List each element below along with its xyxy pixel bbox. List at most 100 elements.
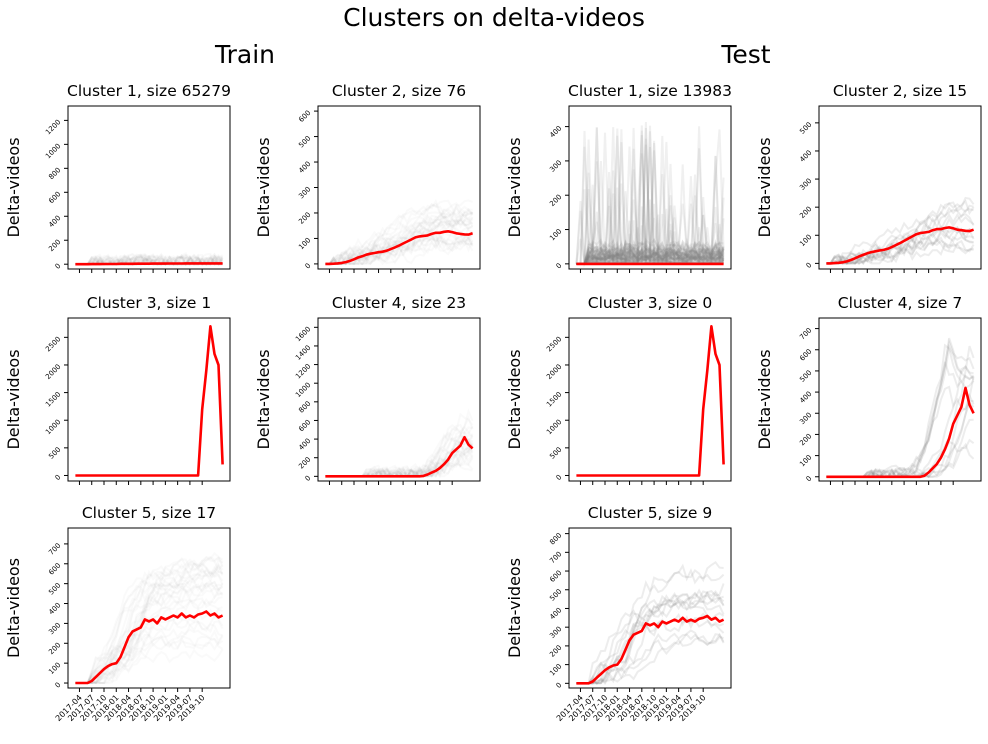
mean-line <box>325 230 473 266</box>
mean-line <box>75 262 223 266</box>
background-curve <box>826 213 975 265</box>
subplot-6: Cluster 4, size 23 Delta-videos 0 200 400 600… <box>254 294 481 485</box>
background-curve <box>576 126 724 265</box>
y-tick-label: 800 <box>47 166 62 181</box>
plot-frame <box>317 317 481 482</box>
y-tick-label: 0 <box>555 262 564 271</box>
background-curve <box>75 635 224 684</box>
background-curve <box>576 125 724 265</box>
y-tick-label: 1000 <box>44 418 62 436</box>
y-tick-label: 400 <box>47 214 62 229</box>
y-tick-label: 200 <box>297 211 312 226</box>
background-curve <box>75 614 224 684</box>
background-curve <box>576 247 725 265</box>
background-curve <box>576 163 724 265</box>
background-curve <box>75 582 223 684</box>
background-curve <box>576 147 725 265</box>
y-tick-label: 1500 <box>44 390 62 408</box>
background-curve <box>325 205 474 265</box>
background-curve <box>576 121 725 265</box>
background-curve <box>576 618 725 685</box>
background-curve <box>325 203 474 265</box>
plot-frame <box>67 527 231 689</box>
y-tick-label: 300 <box>548 159 563 174</box>
background-curve <box>576 155 724 265</box>
subplot-title: Cluster 3, size 1 <box>87 294 212 312</box>
background-curve <box>576 146 724 265</box>
y-axis-label: Delta-videos <box>4 137 23 237</box>
background-curve <box>826 208 974 266</box>
subplot-title: Cluster 1, size 13983 <box>568 82 732 100</box>
background-curve <box>75 253 224 266</box>
background-curve <box>325 215 474 265</box>
background-curve <box>325 238 474 265</box>
background-curve <box>576 237 725 265</box>
background-curve <box>75 580 224 684</box>
subplot-10: Cluster 5, size 9 Delta-videos 0 100 200 300 4… <box>505 504 732 723</box>
background-curve <box>75 582 224 685</box>
y-axis-label: Delta-videos <box>755 137 774 237</box>
y-tick-label: 600 <box>548 569 563 584</box>
subplot-title: Cluster 3, size 0 <box>588 294 713 312</box>
background-curve <box>576 161 725 265</box>
background-curve <box>576 189 725 265</box>
y-tick-label: 200 <box>798 432 813 447</box>
y-tick-label: 0 <box>54 262 63 271</box>
background-curve <box>75 562 224 685</box>
background-curve <box>325 233 474 265</box>
background-curve <box>576 217 725 265</box>
background-curve <box>325 202 474 265</box>
background-curve <box>576 125 725 265</box>
background-curve <box>75 592 223 684</box>
y-tick-label: 200 <box>47 238 62 253</box>
y-tick-label: 200 <box>47 641 62 656</box>
background-curve <box>75 576 224 684</box>
y-tick-label: 400 <box>47 601 62 616</box>
background-curve <box>576 127 724 265</box>
background-curve <box>576 142 724 265</box>
y-axis-label: Delta-videos <box>505 349 524 449</box>
background-curve <box>75 558 224 684</box>
y-axis-label: Delta-videos <box>505 137 524 237</box>
background-curve <box>576 141 725 265</box>
y-tick-label: 600 <box>297 109 312 124</box>
background-curve <box>826 227 975 266</box>
subplot-3: Cluster 1, size 13983 Delta-videos 0 100 200… <box>505 82 732 273</box>
background-curve <box>576 249 725 265</box>
background-curve <box>575 210 725 266</box>
y-tick-label: 300 <box>47 621 62 636</box>
y-tick-label: 100 <box>47 661 62 676</box>
background-curve <box>75 555 224 684</box>
figure-title: Clusters on delta-videos <box>343 3 645 32</box>
y-tick-label: 400 <box>297 160 312 175</box>
background-curve <box>576 245 725 265</box>
train-column-title: Train <box>214 40 275 69</box>
background-curve <box>576 242 725 265</box>
background-curve <box>826 235 974 265</box>
background-curve <box>826 213 975 265</box>
y-tick-label: 100 <box>548 662 563 677</box>
background-curve <box>576 254 725 265</box>
y-tick-label: 700 <box>798 326 813 341</box>
y-axis-label: Delta-videos <box>755 349 774 449</box>
background-curve <box>576 563 725 685</box>
y-tick-label: 100 <box>798 233 813 248</box>
background-curve <box>576 139 725 265</box>
background-curve <box>75 634 224 684</box>
background-curve <box>75 568 224 684</box>
background-curve <box>826 361 975 479</box>
background-curve <box>325 218 473 266</box>
y-tick-label: 1000 <box>294 381 312 399</box>
background-curve <box>576 148 725 265</box>
background-curve <box>826 196 975 265</box>
y-axis-label: Delta-videos <box>4 349 23 449</box>
background-curve <box>576 629 725 685</box>
background-curve <box>576 599 725 685</box>
y-tick-label: 500 <box>548 588 563 603</box>
y-tick-label: 1000 <box>545 418 563 436</box>
background-curve <box>325 198 473 265</box>
y-tick-label: 1600 <box>294 325 312 343</box>
background-curve <box>325 237 474 265</box>
background-curve <box>576 169 725 265</box>
y-axis-label: Delta-videos <box>505 558 524 658</box>
